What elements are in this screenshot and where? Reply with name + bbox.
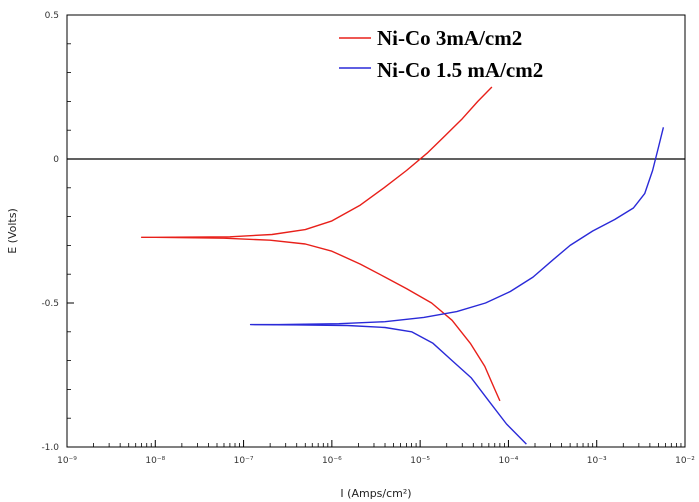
y-tick-label: 0	[53, 155, 59, 165]
x-axis-label: I (Amps/cm²)	[340, 487, 411, 500]
series-1-line	[140, 86, 501, 402]
x-axis-ticks: 10⁻⁹ 10⁻⁸ 10⁻⁷ 10⁻⁶ 10⁻⁵ 10⁻⁴ 10⁻³ 10⁻²	[57, 440, 695, 466]
y-axis-label: E (Volts)	[6, 208, 19, 254]
x-tick-label: 10⁻⁴	[499, 456, 519, 466]
legend-label-series-2: Ni-Co 1.5 mA/cm2	[377, 58, 543, 82]
x-tick-label: 10⁻⁸	[145, 456, 165, 466]
y-tick-label: 0.5	[45, 11, 59, 21]
x-tick-label: 10⁻²	[675, 456, 695, 466]
series-layer	[140, 86, 665, 445]
y-tick-label: -1.0	[41, 443, 59, 453]
y-tick-label: -0.5	[41, 299, 59, 309]
plot-frame	[66, 14, 686, 448]
x-tick-label: 10⁻³	[587, 456, 607, 466]
x-tick-label: 10⁻⁵	[410, 456, 430, 466]
x-tick-label: 10⁻⁷	[234, 456, 254, 466]
x-tick-label: 10⁻⁶	[322, 456, 342, 466]
y-axis-ticks: -1.0 -0.5 0 0.5	[41, 11, 74, 453]
legend-label-series-1: Ni-Co 3mA/cm2	[377, 26, 522, 50]
x-tick-label: 10⁻⁹	[57, 456, 77, 466]
series-2-line	[249, 127, 665, 445]
legend: Ni-Co 3mA/cm2 Ni-Co 1.5 mA/cm2	[339, 26, 543, 82]
